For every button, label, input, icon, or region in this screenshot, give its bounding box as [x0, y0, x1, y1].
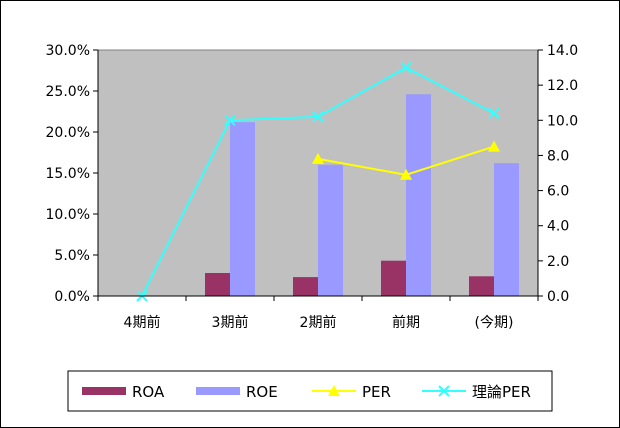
- tick-label-right-6: 12.0: [547, 78, 578, 94]
- bar-roa-2: [293, 277, 318, 296]
- tick-label-left-2: 10.0%: [46, 207, 90, 223]
- bar-roe-2: [318, 164, 343, 296]
- tick-label-left-1: 5.0%: [54, 248, 90, 264]
- bar-roa-1: [205, 273, 230, 296]
- bar-roa-3: [381, 260, 406, 296]
- legend-label-1: ROE: [246, 383, 278, 401]
- category-label-4: (今期): [475, 315, 514, 331]
- tick-label-left-5: 25.0%: [46, 84, 90, 100]
- bar-roe-3: [406, 94, 431, 296]
- legend-label-3: 理論PER: [472, 383, 531, 401]
- category-label-2: 2期前: [300, 314, 337, 331]
- tick-label-left-3: 15.0%: [46, 166, 90, 182]
- legend-marker-2: [328, 385, 340, 396]
- category-label-0: 4期前: [124, 314, 161, 331]
- legend-swatch-1: [196, 387, 240, 395]
- tick-label-right-1: 2.0: [547, 254, 569, 270]
- point-series-1-1: [224, 114, 236, 126]
- tick-label-right-5: 10.0: [547, 113, 578, 129]
- legend-label-0: ROA: [132, 383, 165, 401]
- point-series-0-2: [312, 152, 324, 164]
- point-series-1-2: [312, 111, 324, 123]
- legend-swatch-0: [82, 387, 126, 395]
- tick-label-right-7: 14.0: [547, 43, 578, 59]
- bar-roe-1: [230, 122, 255, 296]
- tick-label-left-6: 30.0%: [46, 43, 90, 59]
- tick-label-left-4: 20.0%: [46, 125, 90, 141]
- category-label-3: 前期: [392, 314, 420, 331]
- tick-label-right-3: 6.0: [547, 184, 569, 200]
- point-series-1-4: [488, 107, 500, 119]
- category-label-1: 3期前: [212, 314, 249, 331]
- bar-roe-4: [494, 163, 519, 296]
- legend-label-2: PER: [362, 383, 391, 401]
- tick-label-left-0: 0.0%: [54, 289, 90, 305]
- point-series-0-3: [400, 168, 412, 180]
- legend-box: [67, 370, 553, 412]
- point-series-0-4: [488, 140, 500, 152]
- tick-label-right-2: 4.0: [547, 219, 569, 235]
- bar-roa-4: [469, 276, 494, 296]
- point-series-1-3: [400, 61, 412, 74]
- tick-label-right-0: 0.0: [547, 289, 569, 305]
- legend-marker-3: [438, 385, 450, 397]
- tick-label-right-4: 8.0: [547, 148, 569, 164]
